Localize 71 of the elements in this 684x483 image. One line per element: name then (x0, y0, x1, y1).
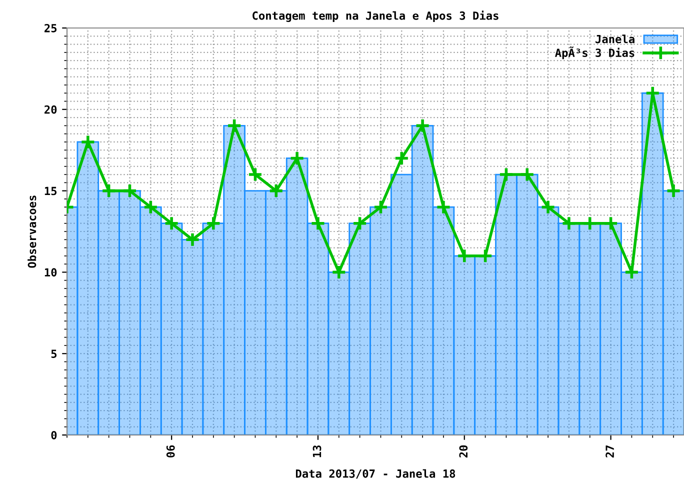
point (519, 166, 535, 182)
y-tick-label: 20 (44, 105, 57, 114)
bar (348, 222, 371, 435)
point (540, 199, 556, 215)
bar (265, 190, 288, 435)
bar (453, 255, 476, 435)
bar (411, 124, 434, 435)
bar (600, 222, 622, 435)
point (436, 199, 452, 215)
y-tick-label: 5 (51, 350, 57, 358)
y-tick-label: 25 (44, 24, 57, 32)
bar (578, 222, 602, 435)
bar (160, 222, 183, 435)
x-tick-label: 13 (312, 445, 322, 458)
point (184, 232, 200, 248)
point (561, 216, 577, 231)
point (164, 216, 180, 231)
bar (223, 124, 246, 435)
point (310, 216, 326, 231)
point (456, 248, 472, 264)
bar (390, 174, 413, 435)
bar (181, 238, 204, 435)
bar (495, 174, 518, 435)
y-tick-label: 15 (44, 186, 57, 196)
point (143, 199, 158, 215)
point (206, 216, 222, 231)
point (666, 183, 682, 198)
bar (558, 222, 580, 435)
point (478, 248, 493, 264)
point (331, 264, 347, 280)
point (80, 134, 96, 150)
point (268, 183, 284, 198)
bar (370, 206, 392, 435)
bar (140, 206, 162, 435)
bar (474, 255, 496, 435)
bar (306, 222, 330, 435)
point (582, 216, 598, 231)
point (226, 118, 242, 134)
point (498, 166, 514, 182)
point (122, 183, 138, 198)
x-tick-label: 27 (606, 446, 614, 458)
point (373, 199, 388, 215)
point (289, 150, 305, 166)
chart-title: Contagem temp na Janela e Apos 3 Dias (252, 10, 498, 22)
y-tick-label: 0 (51, 430, 57, 440)
bar (432, 206, 455, 435)
bar (516, 174, 538, 435)
bar (536, 206, 560, 435)
x-tick-label: 20 (459, 445, 468, 458)
y-tick-label: 10 (44, 268, 57, 277)
x-tick-label: 06 (166, 445, 175, 458)
bar (641, 92, 664, 435)
x-axis-title: Data 2013/07 - Janela 18 (296, 469, 456, 479)
bar (202, 222, 225, 435)
bar (244, 190, 266, 435)
bar (286, 158, 308, 435)
point (101, 183, 116, 198)
bar (98, 190, 120, 435)
point (603, 216, 618, 231)
point (248, 166, 263, 182)
bar (328, 272, 350, 435)
point (624, 264, 640, 280)
legend-label: ApÃ³s 3 Dias (555, 46, 634, 60)
legend-label: Janela (596, 34, 634, 44)
bar (662, 190, 684, 435)
point (414, 118, 430, 134)
point (394, 150, 410, 166)
point (352, 216, 368, 231)
bar (118, 190, 141, 435)
bar (620, 272, 643, 435)
y-axis-title: Observacoes (28, 196, 36, 268)
